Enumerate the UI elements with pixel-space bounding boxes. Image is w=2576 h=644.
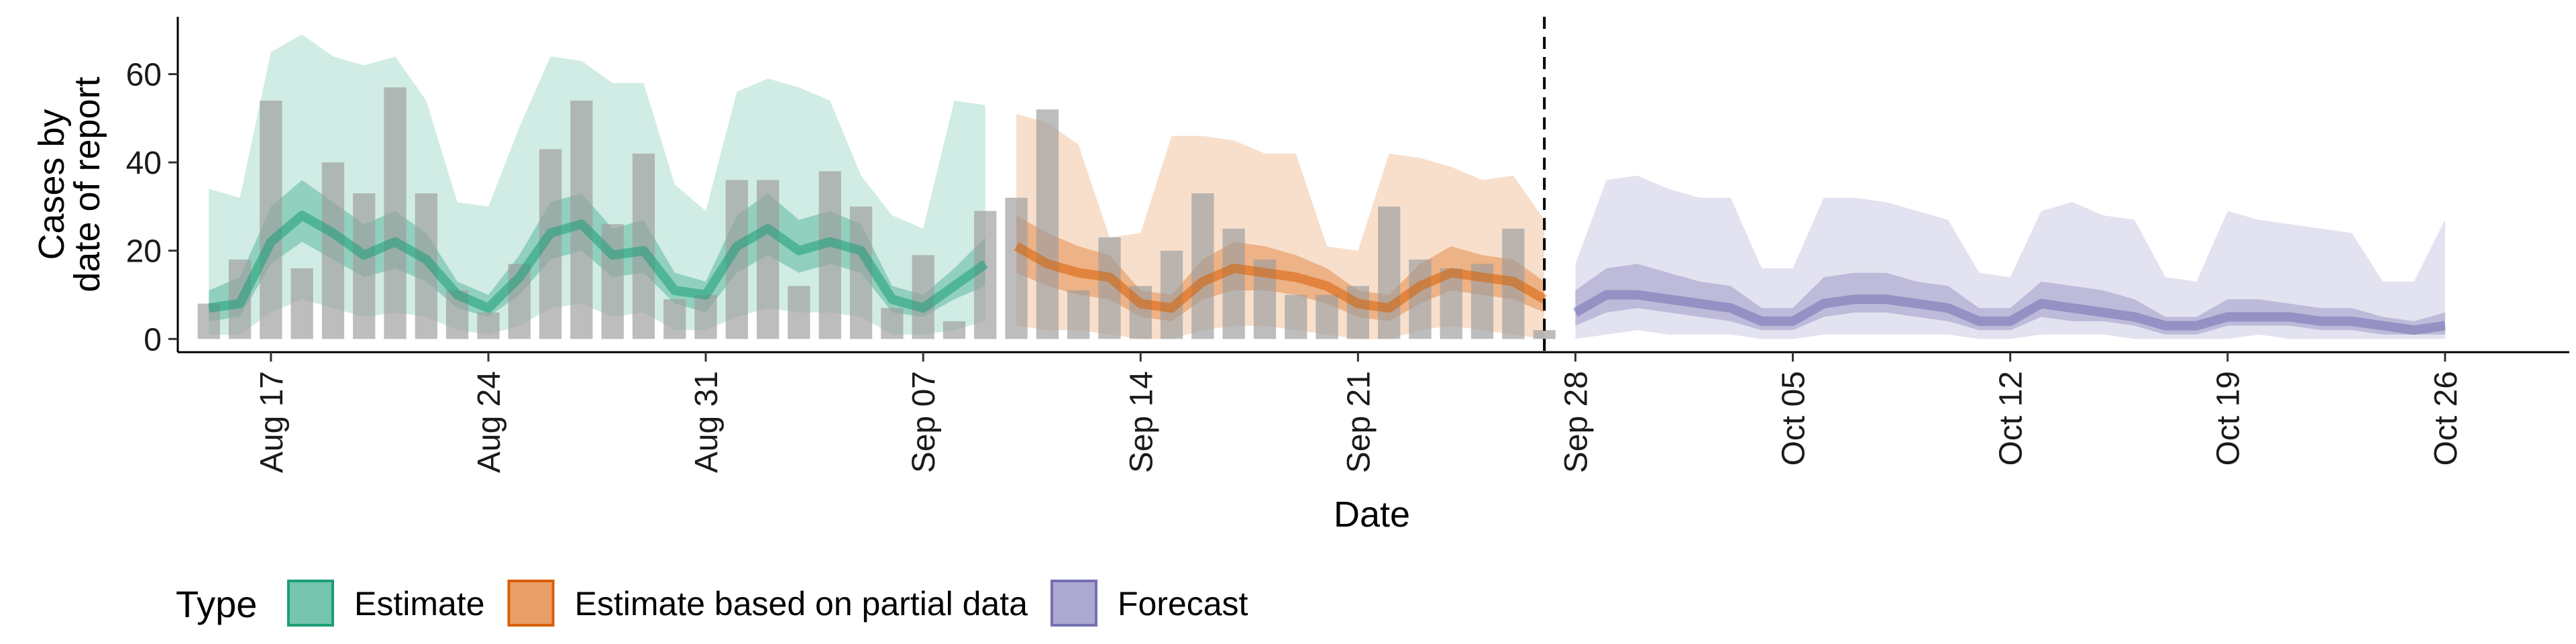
x-tick-label: Sep 28	[1558, 371, 1594, 473]
y-axis-title-line-2: date of report	[67, 76, 107, 292]
case-bar	[849, 206, 873, 339]
x-axis-title: Date	[1334, 494, 1410, 535]
case-bar	[290, 268, 313, 339]
case-bar	[1316, 294, 1338, 339]
case-bar	[694, 294, 717, 339]
band-50-estimate	[209, 180, 985, 321]
x-tick-label: Oct 26	[2428, 371, 2464, 466]
legend-swatch	[1050, 580, 1097, 627]
axes-layer	[176, 17, 2569, 354]
x-tick-label: Oct 05	[1776, 371, 1812, 466]
case-bar	[1160, 250, 1183, 339]
legend-swatch	[287, 580, 334, 627]
legend: Type Estimate Estimate based on partial d…	[176, 580, 1248, 627]
median-line-estimate-based-on-partial-data	[1014, 242, 1547, 313]
case-bar	[1378, 206, 1401, 339]
case-bar	[321, 162, 345, 339]
legend-label: Forecast	[1118, 585, 1248, 623]
case-bar	[1036, 109, 1059, 339]
series-forecast	[1575, 175, 2445, 339]
case-bar	[1409, 259, 1432, 339]
legend-swatch	[507, 580, 555, 627]
legend-label: Estimate	[354, 585, 485, 623]
case-bar	[881, 308, 904, 339]
y-tick-label: 20	[126, 234, 162, 270]
band-90-forecast	[1575, 175, 2445, 339]
case-bar	[1191, 193, 1214, 339]
case-bar	[1067, 290, 1090, 339]
y-ticks: 0 20 40 60	[126, 58, 178, 358]
y-tick-label: 40	[126, 146, 162, 181]
series-estimate-based-on-partial-data	[1016, 113, 1545, 339]
case-bar	[1533, 330, 1556, 339]
case-bar	[1005, 197, 1028, 339]
y-axis-title-line-1: Cases by	[32, 109, 72, 260]
x-tick-label: Sep 14	[1124, 371, 1159, 473]
case-bar	[818, 171, 841, 339]
legend-title: Type	[176, 583, 257, 625]
legend-label: Estimate based on partial data	[575, 585, 1028, 623]
x-tick-label: Oct 12	[1994, 371, 2029, 466]
x-tick-label: Sep 07	[906, 371, 942, 473]
x-tick-label: Aug 24	[472, 371, 507, 473]
case-bar	[788, 286, 810, 339]
y-tick-label: 0	[144, 322, 162, 358]
case-bar	[260, 101, 282, 339]
median-line-forecast	[1572, 290, 2446, 335]
case-bar	[384, 87, 407, 339]
x-tick-label: Sep 21	[1341, 371, 1377, 473]
band-90-estimate-based-on-partial-data	[1016, 113, 1545, 339]
y-tick-label: 60	[126, 58, 162, 93]
case-bar	[663, 299, 686, 339]
bars-layer	[197, 87, 1556, 339]
median-line-estimate	[208, 211, 988, 313]
case-bar	[477, 312, 500, 339]
case-bar	[757, 180, 780, 339]
case-bar	[1285, 294, 1307, 339]
median-lines-layer	[208, 211, 2446, 335]
case-bar	[943, 321, 966, 339]
x-tick-label: Aug 31	[689, 371, 724, 473]
case-bar	[1222, 228, 1245, 339]
x-ticks: Aug 17 Aug 24 Aug 31 Sep 07 Sep 14 Sep 21 Sep …	[254, 352, 2464, 473]
x-tick-label: Aug 17	[254, 371, 290, 473]
x-tick-label: Oct 19	[2211, 371, 2247, 466]
case-bar	[353, 193, 376, 339]
